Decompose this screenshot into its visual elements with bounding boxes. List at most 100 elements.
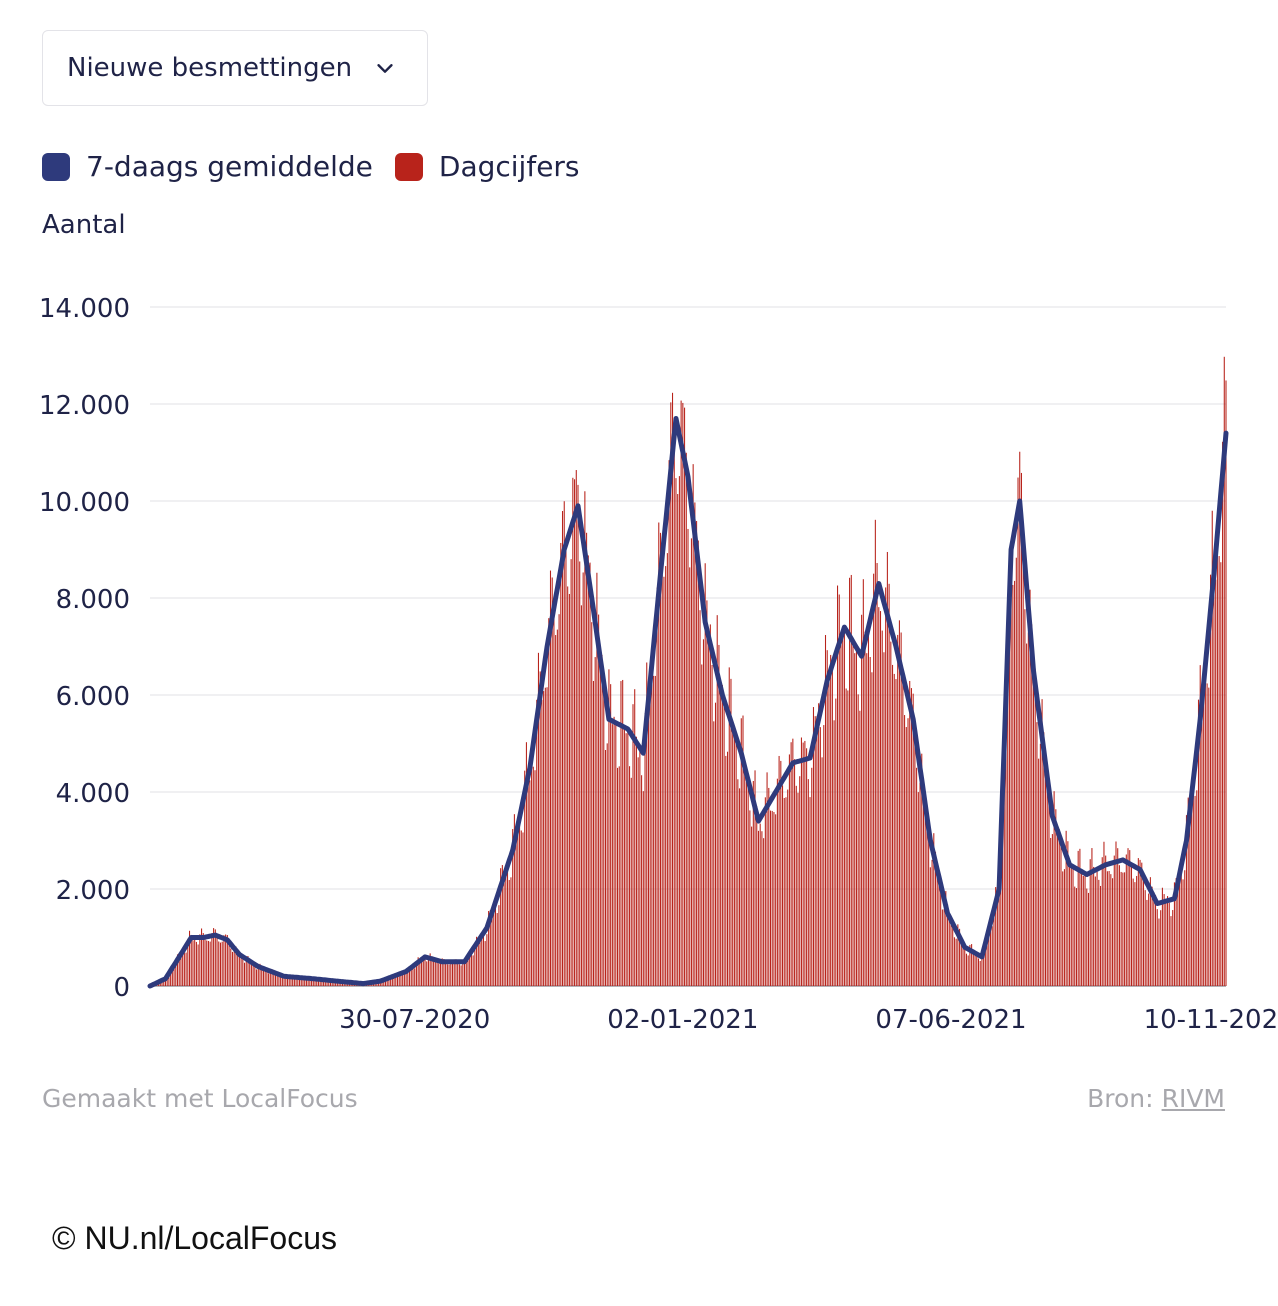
daily-bar bbox=[400, 975, 402, 986]
daily-bar bbox=[823, 725, 825, 986]
daily-bar bbox=[826, 650, 828, 986]
daily-bar bbox=[1197, 699, 1200, 986]
daily-bar bbox=[912, 693, 914, 986]
daily-bar bbox=[1089, 859, 1091, 986]
daily-bar bbox=[572, 477, 574, 986]
metric-dropdown[interactable]: Nieuwe besmettingen bbox=[42, 30, 428, 106]
daily-bar bbox=[1206, 683, 1208, 986]
daily-bar bbox=[240, 954, 242, 986]
daily-bar bbox=[202, 933, 204, 986]
daily-bar bbox=[1005, 679, 1007, 986]
daily-bar bbox=[941, 909, 943, 986]
daily-bar bbox=[1113, 855, 1115, 986]
daily-bar bbox=[907, 718, 909, 986]
daily-bar bbox=[1144, 890, 1146, 986]
daily-bar bbox=[257, 968, 259, 986]
daily-bar bbox=[1216, 552, 1218, 986]
legend-swatch-daily bbox=[394, 152, 423, 181]
daily-bar bbox=[1141, 862, 1143, 986]
daily-bar bbox=[1008, 554, 1010, 986]
daily-bar bbox=[795, 785, 797, 986]
daily-bar bbox=[1136, 875, 1138, 986]
daily-bar bbox=[945, 891, 947, 986]
daily-bar bbox=[1115, 841, 1117, 986]
legend-item-daily[interactable]: Dagcijfers bbox=[394, 150, 580, 183]
daily-bar bbox=[725, 755, 727, 986]
daily-bar bbox=[893, 673, 895, 986]
daily-bar bbox=[522, 832, 524, 986]
daily-bar bbox=[1020, 472, 1022, 986]
daily-bar bbox=[1122, 872, 1124, 986]
daily-bar bbox=[271, 969, 273, 986]
daily-bar bbox=[814, 716, 816, 986]
daily-bar bbox=[390, 978, 392, 986]
daily-bar bbox=[553, 618, 555, 986]
daily-bar bbox=[1041, 699, 1043, 986]
daily-bar bbox=[479, 936, 481, 986]
daily-bar bbox=[1158, 918, 1160, 986]
daily-bar bbox=[472, 955, 474, 986]
daily-bar bbox=[892, 664, 894, 986]
daily-bar bbox=[214, 929, 216, 986]
daily-bar bbox=[1204, 667, 1206, 986]
daily-bar bbox=[1220, 562, 1222, 986]
daily-bar bbox=[797, 792, 799, 986]
daily-bar bbox=[1134, 882, 1136, 986]
daily-bar bbox=[1199, 665, 1201, 986]
daily-bar bbox=[175, 958, 177, 986]
daily-bar bbox=[1010, 557, 1012, 986]
daily-bar bbox=[615, 722, 617, 986]
legend-label-average: 7-daags gemiddelde bbox=[86, 150, 373, 183]
daily-bar bbox=[567, 586, 569, 986]
daily-bar bbox=[1218, 556, 1220, 986]
daily-bar bbox=[1070, 864, 1072, 986]
daily-bar bbox=[601, 654, 603, 986]
daily-bar bbox=[510, 877, 512, 986]
daily-bar bbox=[910, 688, 912, 986]
daily-bar bbox=[326, 980, 328, 986]
daily-bar bbox=[769, 810, 772, 986]
daily-bar bbox=[458, 964, 460, 986]
daily-bar bbox=[1055, 809, 1057, 986]
daily-bar bbox=[768, 787, 770, 986]
daily-bar bbox=[412, 968, 414, 986]
daily-bar bbox=[579, 561, 581, 986]
daily-bar bbox=[1043, 732, 1045, 986]
daily-bar bbox=[403, 970, 405, 986]
daily-bar bbox=[1103, 841, 1105, 986]
daily-bar bbox=[897, 634, 899, 986]
daily-bar bbox=[788, 754, 790, 986]
daily-bar bbox=[696, 520, 698, 986]
daily-bar bbox=[386, 978, 388, 986]
daily-bar bbox=[955, 938, 957, 986]
daily-bar bbox=[1014, 580, 1016, 986]
daily-bar bbox=[754, 770, 756, 986]
daily-bar bbox=[467, 954, 469, 986]
daily-bar bbox=[283, 974, 285, 986]
daily-bar bbox=[477, 937, 479, 986]
legend-item-average[interactable]: 7-daags gemiddelde bbox=[42, 150, 373, 183]
daily-bar bbox=[574, 479, 576, 986]
daily-bar bbox=[840, 642, 842, 986]
daily-bar bbox=[378, 981, 380, 986]
daily-bar bbox=[299, 977, 301, 986]
daily-bar bbox=[720, 689, 722, 986]
daily-bar bbox=[297, 975, 299, 986]
daily-bar bbox=[439, 959, 442, 986]
daily-bar bbox=[586, 532, 588, 986]
daily-bar bbox=[618, 766, 620, 986]
daily-bar bbox=[453, 959, 455, 986]
daily-bar bbox=[794, 759, 796, 986]
daily-bar bbox=[290, 976, 292, 986]
daily-bar bbox=[1168, 902, 1170, 986]
daily-bar bbox=[1081, 871, 1083, 986]
daily-bar bbox=[1057, 830, 1059, 986]
daily-bar bbox=[417, 957, 419, 986]
daily-bar bbox=[561, 511, 564, 986]
daily-bar bbox=[244, 962, 246, 986]
source-link[interactable]: RIVM bbox=[1161, 1084, 1225, 1113]
daily-bar bbox=[895, 679, 897, 986]
daily-bar bbox=[727, 751, 729, 986]
daily-bar bbox=[266, 970, 268, 986]
daily-bar bbox=[199, 934, 201, 986]
